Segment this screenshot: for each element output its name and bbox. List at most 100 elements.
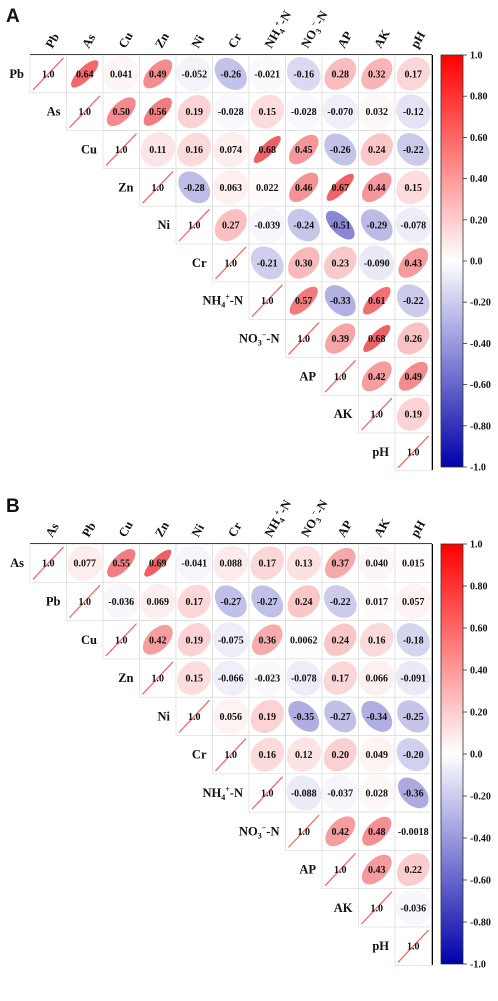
cell-0-5: -0.26 xyxy=(212,54,250,94)
cell-8-10: 0.22 xyxy=(394,850,432,890)
correlation-ellipse xyxy=(397,700,430,733)
cell-value: -0.26 xyxy=(220,69,241,80)
cell-7-10: -0.0018 xyxy=(394,811,432,851)
cell-value: 0.42 xyxy=(149,635,167,646)
cell-value: 0.20 xyxy=(332,750,350,761)
correlation-ellipse xyxy=(363,324,391,353)
correlation-ellipse xyxy=(325,816,356,847)
cell-value: 1.0 xyxy=(261,788,274,799)
correlation-ellipse xyxy=(176,56,213,92)
cell-value: -0.12 xyxy=(403,107,424,118)
cell-value: 0.43 xyxy=(368,865,386,876)
column-label: Cr xyxy=(225,30,245,50)
cell-value: 0.0062 xyxy=(290,635,318,646)
cell-value: 0.066 xyxy=(366,674,389,685)
cell-value: -0.041 xyxy=(181,559,207,570)
cell-3-3: 1.0 xyxy=(139,168,177,207)
cell-5-10: -0.20 xyxy=(394,735,432,775)
cell-5-6: -0.21 xyxy=(248,243,286,283)
correlation-ellipse xyxy=(213,660,249,696)
cell-value: 1.0 xyxy=(79,107,92,118)
cell-4-7: -0.35 xyxy=(285,696,323,736)
correlation-ellipse xyxy=(322,775,359,811)
cell-value: 0.26 xyxy=(405,334,423,345)
cell-value: 0.049 xyxy=(366,750,389,761)
correlation-ellipse xyxy=(288,700,320,732)
cell-value: -0.27 xyxy=(257,597,278,608)
cell-5-7: 0.12 xyxy=(285,735,323,775)
cell-5-6: 0.16 xyxy=(248,735,286,775)
correlation-ellipse xyxy=(250,246,284,280)
cell-4-4: 1.0 xyxy=(175,205,213,245)
correlation-ellipse xyxy=(251,585,284,618)
cell-value: 0.13 xyxy=(295,559,313,570)
cell-2-2: 1.0 xyxy=(102,620,140,660)
cell-value: 0.11 xyxy=(149,145,166,156)
cell-value: -0.22 xyxy=(330,597,351,608)
cell-value: -0.023 xyxy=(254,674,280,685)
cell-value: 0.17 xyxy=(259,559,277,570)
correlation-ellipse xyxy=(289,172,319,202)
cell-value: -0.036 xyxy=(400,903,426,914)
cell-3-5: 0.063 xyxy=(212,168,250,207)
cell-6-9: 0.61 xyxy=(358,281,396,320)
correlation-ellipse xyxy=(143,59,173,89)
cell-value: -0.21 xyxy=(257,258,278,269)
correlation-ellipse xyxy=(358,736,395,773)
panel-b-letter: B xyxy=(6,496,20,517)
correlation-ellipse xyxy=(322,94,358,130)
cell-value: 0.56 xyxy=(149,107,167,118)
cell-value: -0.33 xyxy=(330,296,351,307)
cell-0-3: 0.69 xyxy=(139,543,177,583)
cell-0-2: 0.55 xyxy=(102,543,140,583)
cell-value: 0.16 xyxy=(186,145,204,156)
cell-value: 1.0 xyxy=(407,447,420,458)
cell-value: 0.45 xyxy=(295,145,313,156)
colorbar-tick-label: 0.80 xyxy=(470,582,488,593)
cell-value: -0.25 xyxy=(403,712,424,723)
cell-value: 0.49 xyxy=(405,372,423,383)
cell-value: 1.0 xyxy=(261,296,274,307)
cell-value: -0.028 xyxy=(291,107,317,118)
column-label: Zn xyxy=(152,30,172,50)
row-label: Pb xyxy=(9,67,24,81)
cell-value: -0.27 xyxy=(220,597,241,608)
cell-value: -0.088 xyxy=(291,788,317,799)
cell-value: -0.24 xyxy=(293,221,314,232)
cell-1-7: 0.24 xyxy=(285,581,323,621)
cell-value: 1.0 xyxy=(225,750,238,761)
cell-1-10: -0.12 xyxy=(394,92,432,131)
cell-6-6: 1.0 xyxy=(248,281,286,320)
correlation-ellipse xyxy=(178,171,211,204)
cell-0-10: 0.17 xyxy=(394,54,432,94)
correlation-ellipse xyxy=(323,585,357,618)
correlation-ellipse xyxy=(250,699,284,733)
cell-6-9: 0.028 xyxy=(358,773,396,813)
cell-value: -0.16 xyxy=(293,69,314,80)
cell-value: 0.61 xyxy=(368,296,386,307)
correlation-ellipse xyxy=(396,397,430,431)
colorbar-gradient xyxy=(440,54,464,468)
correlation-ellipse xyxy=(177,132,212,167)
cell-0-8: 0.37 xyxy=(321,543,359,583)
correlation-ellipse xyxy=(177,661,212,695)
colorbar-tick-label: 0.80 xyxy=(470,92,488,103)
cell-value: -0.090 xyxy=(364,258,390,269)
colorbar-tick-label: 1.0 xyxy=(470,540,483,551)
cell-7-7: 1.0 xyxy=(285,811,323,851)
colorbar-tick-label: 0.0 xyxy=(470,750,483,761)
cell-value: -0.22 xyxy=(403,145,424,156)
cell-value: 1.0 xyxy=(298,827,311,838)
correlation-ellipse xyxy=(358,545,395,582)
correlation-ellipse xyxy=(395,583,431,620)
cell-value: -0.037 xyxy=(327,788,353,799)
correlation-ellipse xyxy=(325,323,356,354)
cell-value: 0.64 xyxy=(76,69,94,80)
correlation-ellipse xyxy=(289,134,319,165)
panel-b-colorbar: 1.0 0.80 0.60 0.40 0.20 0.0 -0.20 -0.40 -0.60 -0.… xyxy=(440,540,491,971)
cell-0-9: 0.32 xyxy=(358,54,396,94)
correlation-ellipse xyxy=(398,361,428,391)
colorbar-tick-label: -1.0 xyxy=(470,463,486,474)
colorbar-tick-label: 1.0 xyxy=(470,51,483,62)
cell-value: 0.069 xyxy=(147,597,170,608)
